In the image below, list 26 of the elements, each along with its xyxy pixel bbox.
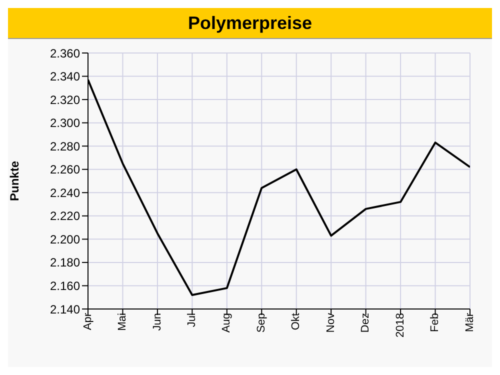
y-tick-label: 2.240: [50, 186, 80, 200]
y-axis-title: Punkte: [7, 160, 22, 202]
x-tick-label: Feb: [429, 313, 442, 332]
x-tick-label: Okt: [290, 313, 302, 330]
y-tick-label: 2.260: [50, 162, 80, 177]
x-tick-label: Jun: [151, 313, 164, 331]
x-tick-label: Aug: [220, 313, 233, 333]
x-tick-label: Apr: [82, 312, 94, 330]
y-tick-label: 2.180: [50, 256, 80, 270]
x-tick-label: Nov: [324, 312, 337, 333]
y-tick-label: 2.200: [50, 232, 80, 246]
y-tick-label: 2.220: [50, 209, 80, 224]
x-tick-label: Jul: [186, 313, 198, 328]
y-tick-label: 2.340: [50, 70, 80, 84]
y-tick-label: 2.140: [50, 302, 80, 316]
y-tick-label: 2.320: [50, 92, 80, 107]
y-tick-label: 2.280: [50, 139, 80, 154]
y-tick-label: 2.160: [50, 278, 80, 293]
x-tick-label: Mai: [116, 313, 129, 331]
y-tick-label: 2.360: [50, 46, 80, 60]
y-tick-label: 2.300: [50, 116, 80, 130]
chart-title: Polymerpreise: [8, 8, 492, 39]
x-tick-label: Sep: [255, 313, 268, 333]
x-tick-label: Mär: [464, 312, 476, 332]
x-tick-label: 2018: [394, 313, 406, 338]
x-tick-label: Dez: [360, 313, 372, 333]
